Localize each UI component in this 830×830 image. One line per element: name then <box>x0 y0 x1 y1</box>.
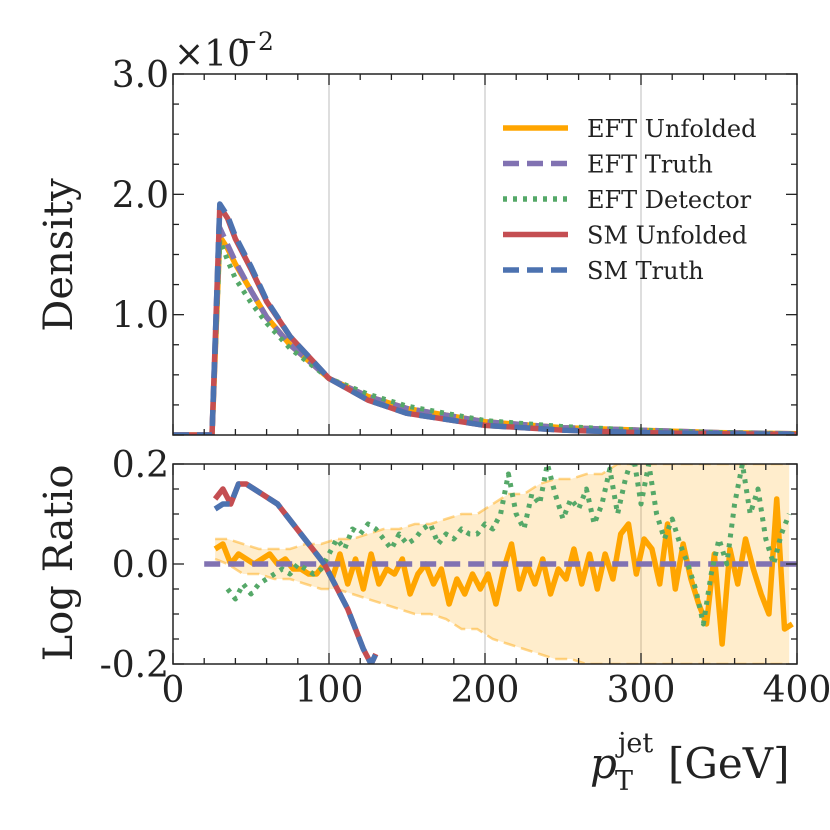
xtick-label-300: 300 <box>607 670 676 711</box>
legend: EFT Unfolded EFT Truth EFT Detector SM Unfo… <box>503 115 756 285</box>
bottom-panel-series <box>204 464 797 664</box>
x-axis-label-symbol: p <box>590 739 617 788</box>
xtick-label-100: 100 <box>295 670 364 711</box>
top-panel-series <box>173 201 797 435</box>
top-ytick-label-2-0: 2.0 <box>112 175 169 216</box>
y-scale-exponent: −2 <box>237 27 274 56</box>
x-axis-label: p jet T [GeV] <box>590 728 790 797</box>
top-series-sm-truth <box>173 201 797 435</box>
xtick-label-400: 400 <box>763 670 830 711</box>
top-panel-ticks: 1.0 2.0 3.0 <box>112 55 798 436</box>
y-scale-label: ×10 <box>174 34 250 75</box>
bottom-ytick-label-0-0: 0.0 <box>112 545 169 586</box>
x-axis-label-subscript: T <box>615 766 633 797</box>
legend-label-sm-unfolded: SM Unfolded <box>587 222 747 250</box>
x-axis-label-unit: [GeV] <box>668 739 790 788</box>
bottom-ytick-label--0-2: -0.2 <box>100 645 169 686</box>
bottom-series-eft-detector <box>225 464 792 627</box>
legend-label-sm-truth: SM Truth <box>587 257 704 285</box>
legend-label-eft-unfolded: EFT Unfolded <box>587 115 756 143</box>
top-ytick-label-3-0: 3.0 <box>112 55 169 96</box>
uncertainty-band-lower <box>214 557 790 664</box>
legend-label-eft-truth: EFT Truth <box>587 151 713 179</box>
xtick-label-200: 200 <box>451 670 520 711</box>
bottom-y-axis-label: Log Ratio <box>36 465 82 662</box>
legend-label-eft-detector: EFT Detector <box>587 186 752 214</box>
top-ytick-label-1-0: 1.0 <box>112 296 169 337</box>
x-axis-label-superscript: jet <box>615 728 653 759</box>
xtick-label-0: 0 <box>162 670 185 711</box>
top-series-eft-truth <box>173 225 797 435</box>
top-y-axis-label: Density <box>36 178 82 332</box>
bottom-series-sm-truth <box>213 481 379 664</box>
bottom-panel-ticks: -0.2 0.0 0.2 0 100 200 300 400 <box>100 445 830 711</box>
bottom-ytick-label-0-2: 0.2 <box>112 445 169 486</box>
